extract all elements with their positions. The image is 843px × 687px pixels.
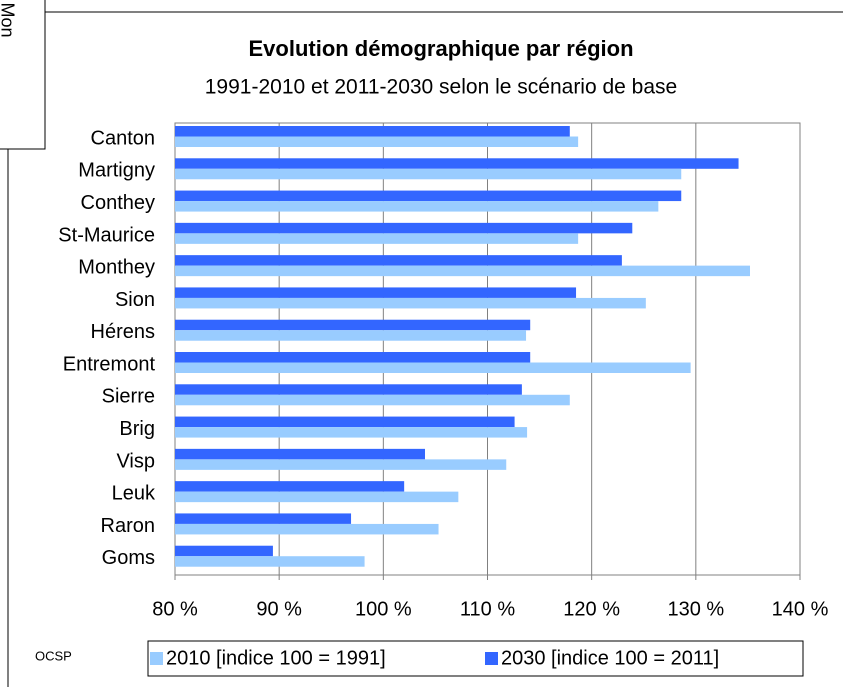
bar	[175, 491, 459, 503]
y-tick-label: Sierre	[102, 386, 155, 408]
y-tick-label: Monthey	[78, 257, 155, 279]
y-tick-label: Raron	[101, 515, 155, 537]
x-tick-label: 100 %	[355, 598, 412, 620]
bar	[175, 168, 682, 180]
bar	[175, 297, 646, 309]
bar	[175, 190, 682, 202]
y-tick-label: Sion	[115, 289, 155, 311]
bar	[175, 319, 531, 331]
y-tick-label: Leuk	[112, 483, 156, 505]
y-tick-label: Canton	[91, 127, 156, 149]
bar	[175, 545, 273, 557]
bar	[175, 201, 659, 212]
legend-box	[147, 640, 804, 677]
bar	[175, 362, 691, 373]
bar	[175, 126, 570, 137]
y-tick-label: St-Maurice	[58, 224, 155, 246]
bar	[175, 427, 528, 438]
y-tick-label: Hérens	[91, 321, 155, 343]
x-tick-label: 120 %	[563, 598, 620, 620]
bar	[175, 556, 365, 567]
bar	[175, 384, 522, 395]
bar	[175, 523, 439, 535]
bar	[175, 330, 527, 341]
bar	[175, 255, 622, 266]
bar	[175, 394, 570, 406]
x-tick-label: 80 %	[152, 598, 198, 620]
x-tick-label: 140 %	[772, 598, 829, 620]
legend-label: 2030 [indice 100 = 2011]	[501, 647, 719, 669]
legend-swatch	[485, 652, 498, 665]
bar	[175, 233, 579, 244]
x-tick-label: 130 %	[667, 598, 724, 620]
bar	[175, 136, 579, 147]
bar	[175, 158, 739, 169]
bar	[175, 287, 577, 298]
y-tick-label: Entremont	[63, 353, 156, 375]
chart-title: Evolution démographique par région	[248, 36, 633, 61]
bar	[175, 513, 352, 524]
bar	[175, 352, 531, 363]
x-tick-label: 110 %	[460, 598, 515, 620]
bar	[175, 448, 425, 460]
y-tick-label: Martigny	[78, 160, 155, 182]
bar	[175, 265, 750, 277]
y-tick-label: Brig	[119, 418, 155, 440]
legend-swatch	[150, 652, 163, 665]
side-box	[0, 0, 46, 150]
chart-subtitle: 1991-2010 et 2011-2030 selon le scénario…	[205, 76, 677, 99]
source: OCSP	[35, 648, 72, 663]
side-text: Mon	[0, 2, 17, 37]
bar	[175, 481, 405, 492]
x-tick-label: 90 %	[256, 598, 302, 620]
legend-label: 2010 [indice 100 = 1991]	[166, 647, 386, 669]
y-tick-label: Visp	[116, 450, 155, 472]
bar	[175, 222, 633, 234]
bar	[175, 416, 515, 428]
bar	[175, 459, 507, 470]
y-tick-label: Conthey	[81, 192, 156, 214]
y-tick-label: Goms	[102, 547, 155, 569]
